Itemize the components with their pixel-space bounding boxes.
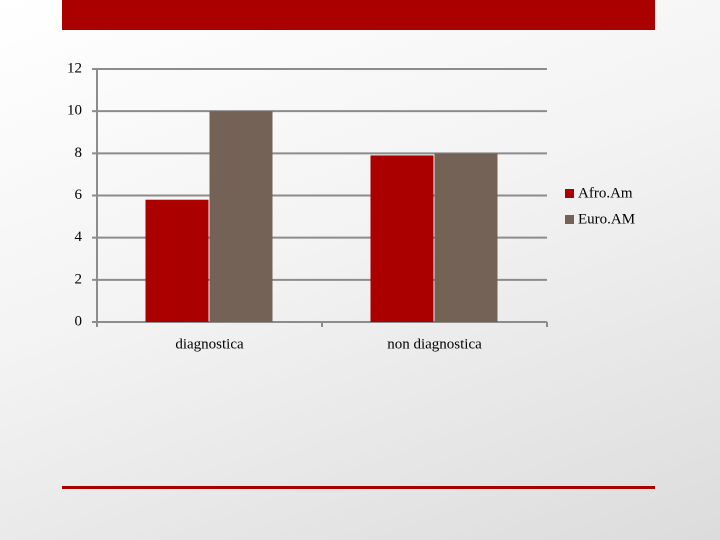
y-tick-label: 12: [67, 60, 82, 76]
y-tick-label: 2: [75, 271, 83, 287]
legend-swatch: [565, 215, 574, 224]
bar: [434, 153, 498, 322]
bar: [145, 199, 209, 322]
legend-swatch: [565, 189, 574, 198]
y-tick-label: 10: [67, 103, 82, 119]
y-tick-label: 4: [75, 229, 83, 245]
y-tick-label: 0: [75, 313, 83, 329]
x-tick-label: non diagnostica: [387, 336, 482, 352]
legend-label: Afro.Am: [578, 185, 633, 201]
x-tick-label: diagnostica: [175, 336, 244, 352]
footer-line: [62, 486, 655, 489]
bar: [209, 111, 273, 323]
y-tick-label: 8: [75, 145, 83, 161]
legend-label: Euro.AM: [578, 211, 635, 227]
header-band: [62, 0, 655, 30]
y-tick-label: 6: [75, 187, 83, 203]
bar: [370, 155, 434, 322]
